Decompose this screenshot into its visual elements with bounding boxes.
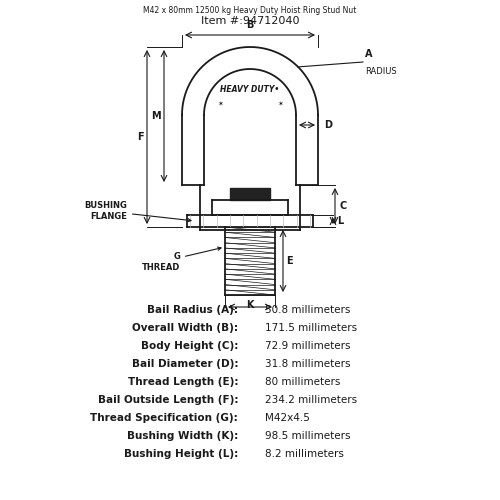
Text: 31.8 millimeters: 31.8 millimeters: [265, 359, 350, 369]
Text: Bail Radius (A):: Bail Radius (A):: [147, 305, 238, 315]
Text: C: C: [339, 201, 346, 211]
Text: M: M: [152, 111, 161, 121]
Text: Bail Outside Length (F):: Bail Outside Length (F):: [98, 395, 238, 405]
Text: Item #:94712040: Item #:94712040: [201, 16, 299, 26]
Text: ✶: ✶: [217, 100, 223, 106]
Text: M42 x 80mm 12500 kg Heavy Duty Hoist Ring Stud Nut: M42 x 80mm 12500 kg Heavy Duty Hoist Rin…: [144, 6, 356, 15]
Text: HEAVY DUTY•: HEAVY DUTY•: [220, 85, 280, 94]
Text: 234.2 millimeters: 234.2 millimeters: [265, 395, 357, 405]
Text: RADIUS: RADIUS: [365, 67, 396, 76]
Text: B: B: [246, 20, 254, 30]
Text: Bushing Height (L):: Bushing Height (L):: [124, 449, 238, 459]
Text: G
THREAD: G THREAD: [142, 247, 221, 272]
Text: L: L: [337, 216, 343, 226]
Text: D: D: [324, 120, 332, 130]
Text: BUSHING
FLANGE: BUSHING FLANGE: [84, 202, 191, 222]
Text: Bail Diameter (D):: Bail Diameter (D):: [132, 359, 238, 369]
Text: Body Height (C):: Body Height (C):: [140, 341, 238, 351]
Text: Overall Width (B):: Overall Width (B):: [132, 323, 238, 333]
Text: 171.5 millimeters: 171.5 millimeters: [265, 323, 357, 333]
Text: 72.9 millimeters: 72.9 millimeters: [265, 341, 350, 351]
Text: 50.8 millimeters: 50.8 millimeters: [265, 305, 350, 315]
Text: 8.2 millimeters: 8.2 millimeters: [265, 449, 344, 459]
Text: 98.5 millimeters: 98.5 millimeters: [265, 431, 350, 441]
Text: F: F: [138, 132, 144, 142]
Text: K: K: [246, 300, 254, 310]
Text: Bushing Width (K):: Bushing Width (K):: [127, 431, 238, 441]
Text: 80 millimeters: 80 millimeters: [265, 377, 340, 387]
Text: Thread Length (E):: Thread Length (E):: [128, 377, 238, 387]
Text: Thread Specification (G):: Thread Specification (G):: [90, 413, 238, 423]
Text: ✶: ✶: [277, 100, 283, 106]
Text: M42x4.5: M42x4.5: [265, 413, 310, 423]
Text: E: E: [286, 256, 292, 266]
Text: A: A: [365, 49, 372, 59]
